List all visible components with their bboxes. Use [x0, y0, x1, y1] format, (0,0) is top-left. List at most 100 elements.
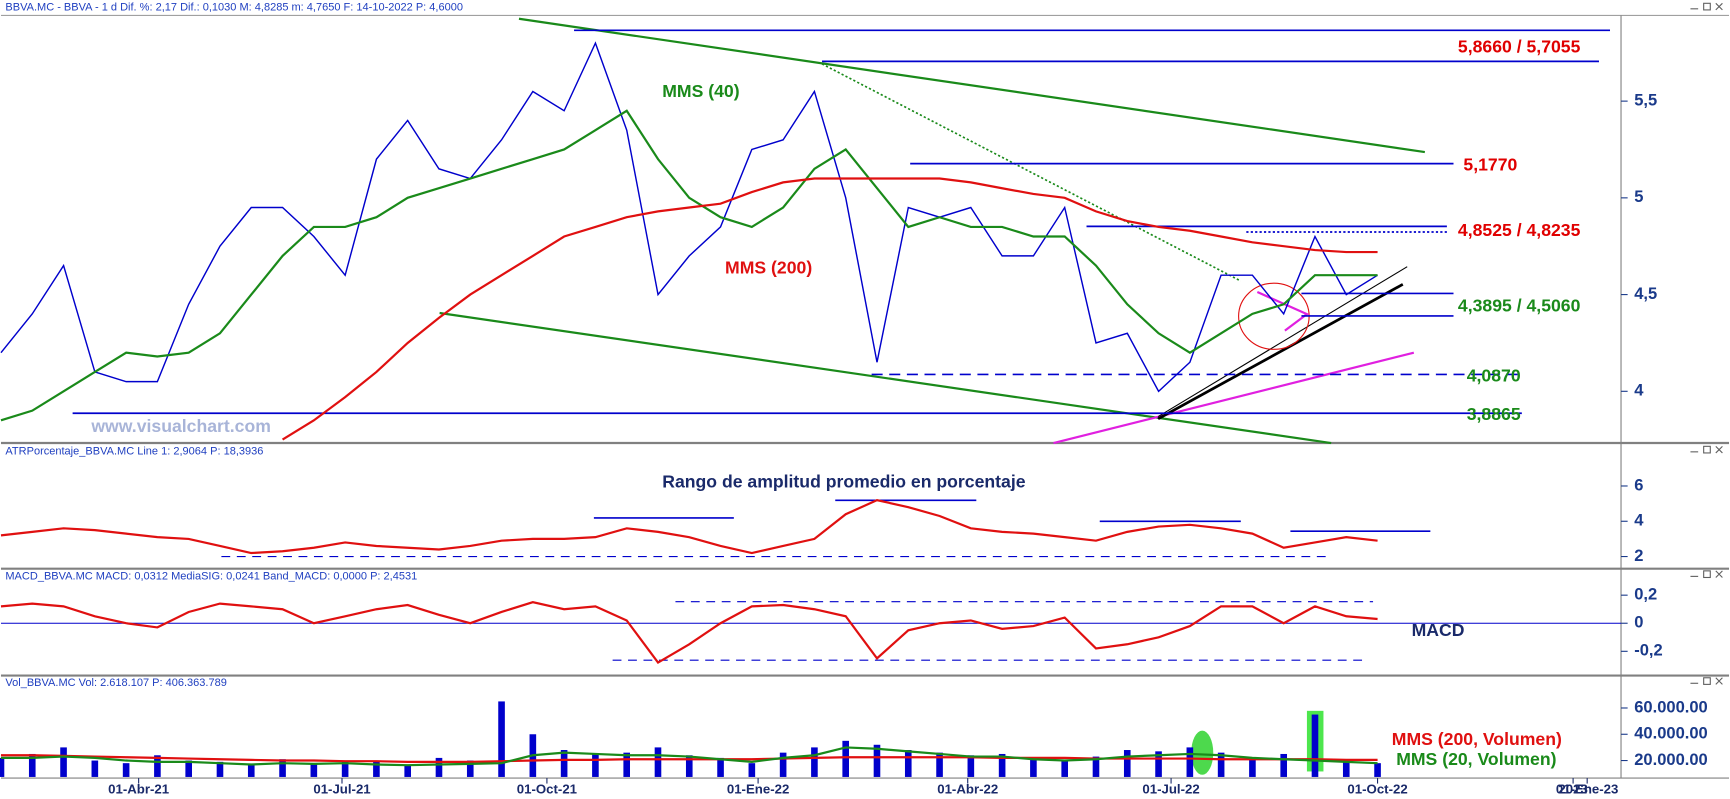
volume-bar: [122, 763, 130, 777]
watermark: www.visualchart.com: [90, 416, 271, 436]
volume-bar: [811, 747, 818, 777]
maximize-icon: [1703, 570, 1711, 579]
trend-line: [518, 17, 1426, 154]
series-label: MMS (20, Volumen): [1396, 749, 1556, 769]
level-label: 4,3895 / 4,5060: [1458, 296, 1581, 316]
volume-bar: [435, 757, 443, 777]
panel-header: ATRPorcentaje_BBVA.MC Line 1: 2,9064 P: …: [5, 446, 263, 458]
y-tick-label: 5: [1634, 187, 1643, 206]
volume-bar: [936, 752, 943, 777]
volume-highlight: [1191, 730, 1214, 775]
volume-bar: [1155, 751, 1162, 777]
pennant: [1256, 291, 1310, 332]
volume-bar: [685, 755, 693, 777]
panel: Vol_BBVA.MC Vol: 2.618.107 P: 406.363.78…: [0, 677, 1708, 797]
series-line: [0, 754, 1378, 763]
maximize-icon: [1703, 2, 1711, 11]
volume-bar: [1374, 763, 1381, 777]
volume-bar: [1342, 760, 1350, 777]
y-tick-label: 4,5: [1634, 284, 1657, 303]
volume-bar: [1061, 760, 1069, 777]
level-label: 4,0870: [1467, 365, 1521, 385]
volume-bar: [60, 747, 67, 777]
volume-bar: [154, 755, 161, 777]
volume-bar: [341, 760, 349, 777]
volume-bar: [1249, 757, 1256, 777]
volume-bar: [0, 757, 5, 777]
volume-bar: [216, 761, 224, 777]
volume-bar: [247, 764, 255, 777]
x-tick-label: 01-Jul-22: [1142, 782, 1199, 797]
panel: MACD_BBVA.MC MACD: 0,0312 MediaSIG: 0,02…: [0, 570, 1663, 665]
y-tick-label: 20.000.00: [1634, 750, 1707, 769]
volume-bar: [748, 763, 756, 777]
level-label: 3,8865: [1467, 404, 1521, 424]
y-tick-label: 0: [1634, 613, 1643, 632]
x-tick-label: 01-Jul-21: [313, 782, 370, 797]
series-label: MMS (200): [725, 258, 812, 278]
panel-title: MACD: [1412, 620, 1465, 640]
y-tick-label: -0,2: [1634, 641, 1662, 660]
series-line: [0, 601, 1378, 665]
volume-bar: [91, 760, 99, 777]
volume-bar: [404, 764, 412, 777]
y-tick-label: 4: [1634, 381, 1644, 400]
series-line: [0, 109, 1378, 422]
x-tick-label: 2023: [1558, 782, 1587, 797]
volume-bar: [1311, 714, 1319, 777]
trend-line: [821, 63, 1242, 282]
volume-bar: [560, 750, 568, 777]
trend-line: [1157, 266, 1408, 418]
panel: ATRPorcentaje_BBVA.MC Line 1: 2,9064 P: …: [0, 446, 1644, 565]
maximize-icon: [1703, 677, 1711, 685]
volume-bar: [842, 740, 850, 777]
x-tick-label: 01-Ene-23: [1556, 782, 1618, 797]
volume-bar: [1092, 756, 1100, 777]
series-label: MMS (40): [662, 81, 739, 101]
close-icon: [1715, 2, 1723, 11]
y-tick-label: 5,5: [1634, 90, 1657, 109]
x-tick-label: 01-Oct-21: [517, 782, 577, 797]
volume-bar: [623, 752, 631, 777]
series-line: [281, 177, 1378, 441]
maximize-icon: [1703, 445, 1711, 454]
volume-bar: [967, 755, 975, 777]
volume-bar: [466, 760, 474, 777]
volume-bar: [498, 701, 505, 777]
volume-bar: [1030, 757, 1037, 777]
x-tick-label: 01-Oct-22: [1347, 782, 1407, 797]
series-line: [0, 41, 1378, 393]
series-line: [0, 498, 1378, 555]
y-tick-label: 4: [1634, 511, 1644, 530]
trend-line: [1157, 283, 1404, 420]
y-tick-label: 0,2: [1634, 585, 1657, 604]
volume-bar: [310, 763, 318, 777]
volume-bar: [998, 753, 1006, 777]
volume-bar: [279, 759, 286, 777]
volume-bar: [185, 760, 192, 777]
panel-header: BBVA.MC - BBVA - 1 d Dif. %: 2,17 Dif.: …: [5, 2, 463, 14]
volume-bar: [592, 753, 599, 777]
volume-bar: [904, 750, 912, 777]
panel-title: Rango de amplitud promedio en porcentaje: [662, 471, 1026, 491]
y-tick-label: 2: [1634, 546, 1643, 565]
panel-header: MACD_BBVA.MC MACD: 0,0312 MediaSIG: 0,02…: [5, 570, 417, 582]
volume-bar: [1280, 753, 1288, 777]
panel-header: Vol_BBVA.MC Vol: 2.618.107 P: 406.363.78…: [5, 677, 227, 689]
y-tick-label: 6: [1634, 475, 1643, 494]
y-tick-label: 60.000.00: [1634, 697, 1707, 716]
x-tick-label: 01-Ene-22: [727, 782, 789, 797]
level-label: 5,8660 / 5,7055: [1458, 37, 1581, 57]
x-tick-label: 01-Abr-21: [108, 782, 169, 797]
trend-line: [1053, 351, 1415, 445]
level-label: 4,8525 / 4,8235: [1458, 220, 1581, 240]
y-tick-label: 40.000.00: [1634, 724, 1707, 743]
trend-line: [439, 311, 1332, 445]
volume-bar: [1217, 752, 1225, 777]
close-icon: [1715, 677, 1723, 685]
volume-bar: [717, 757, 724, 777]
volume-bar: [373, 761, 380, 777]
volume-bar: [779, 752, 787, 777]
